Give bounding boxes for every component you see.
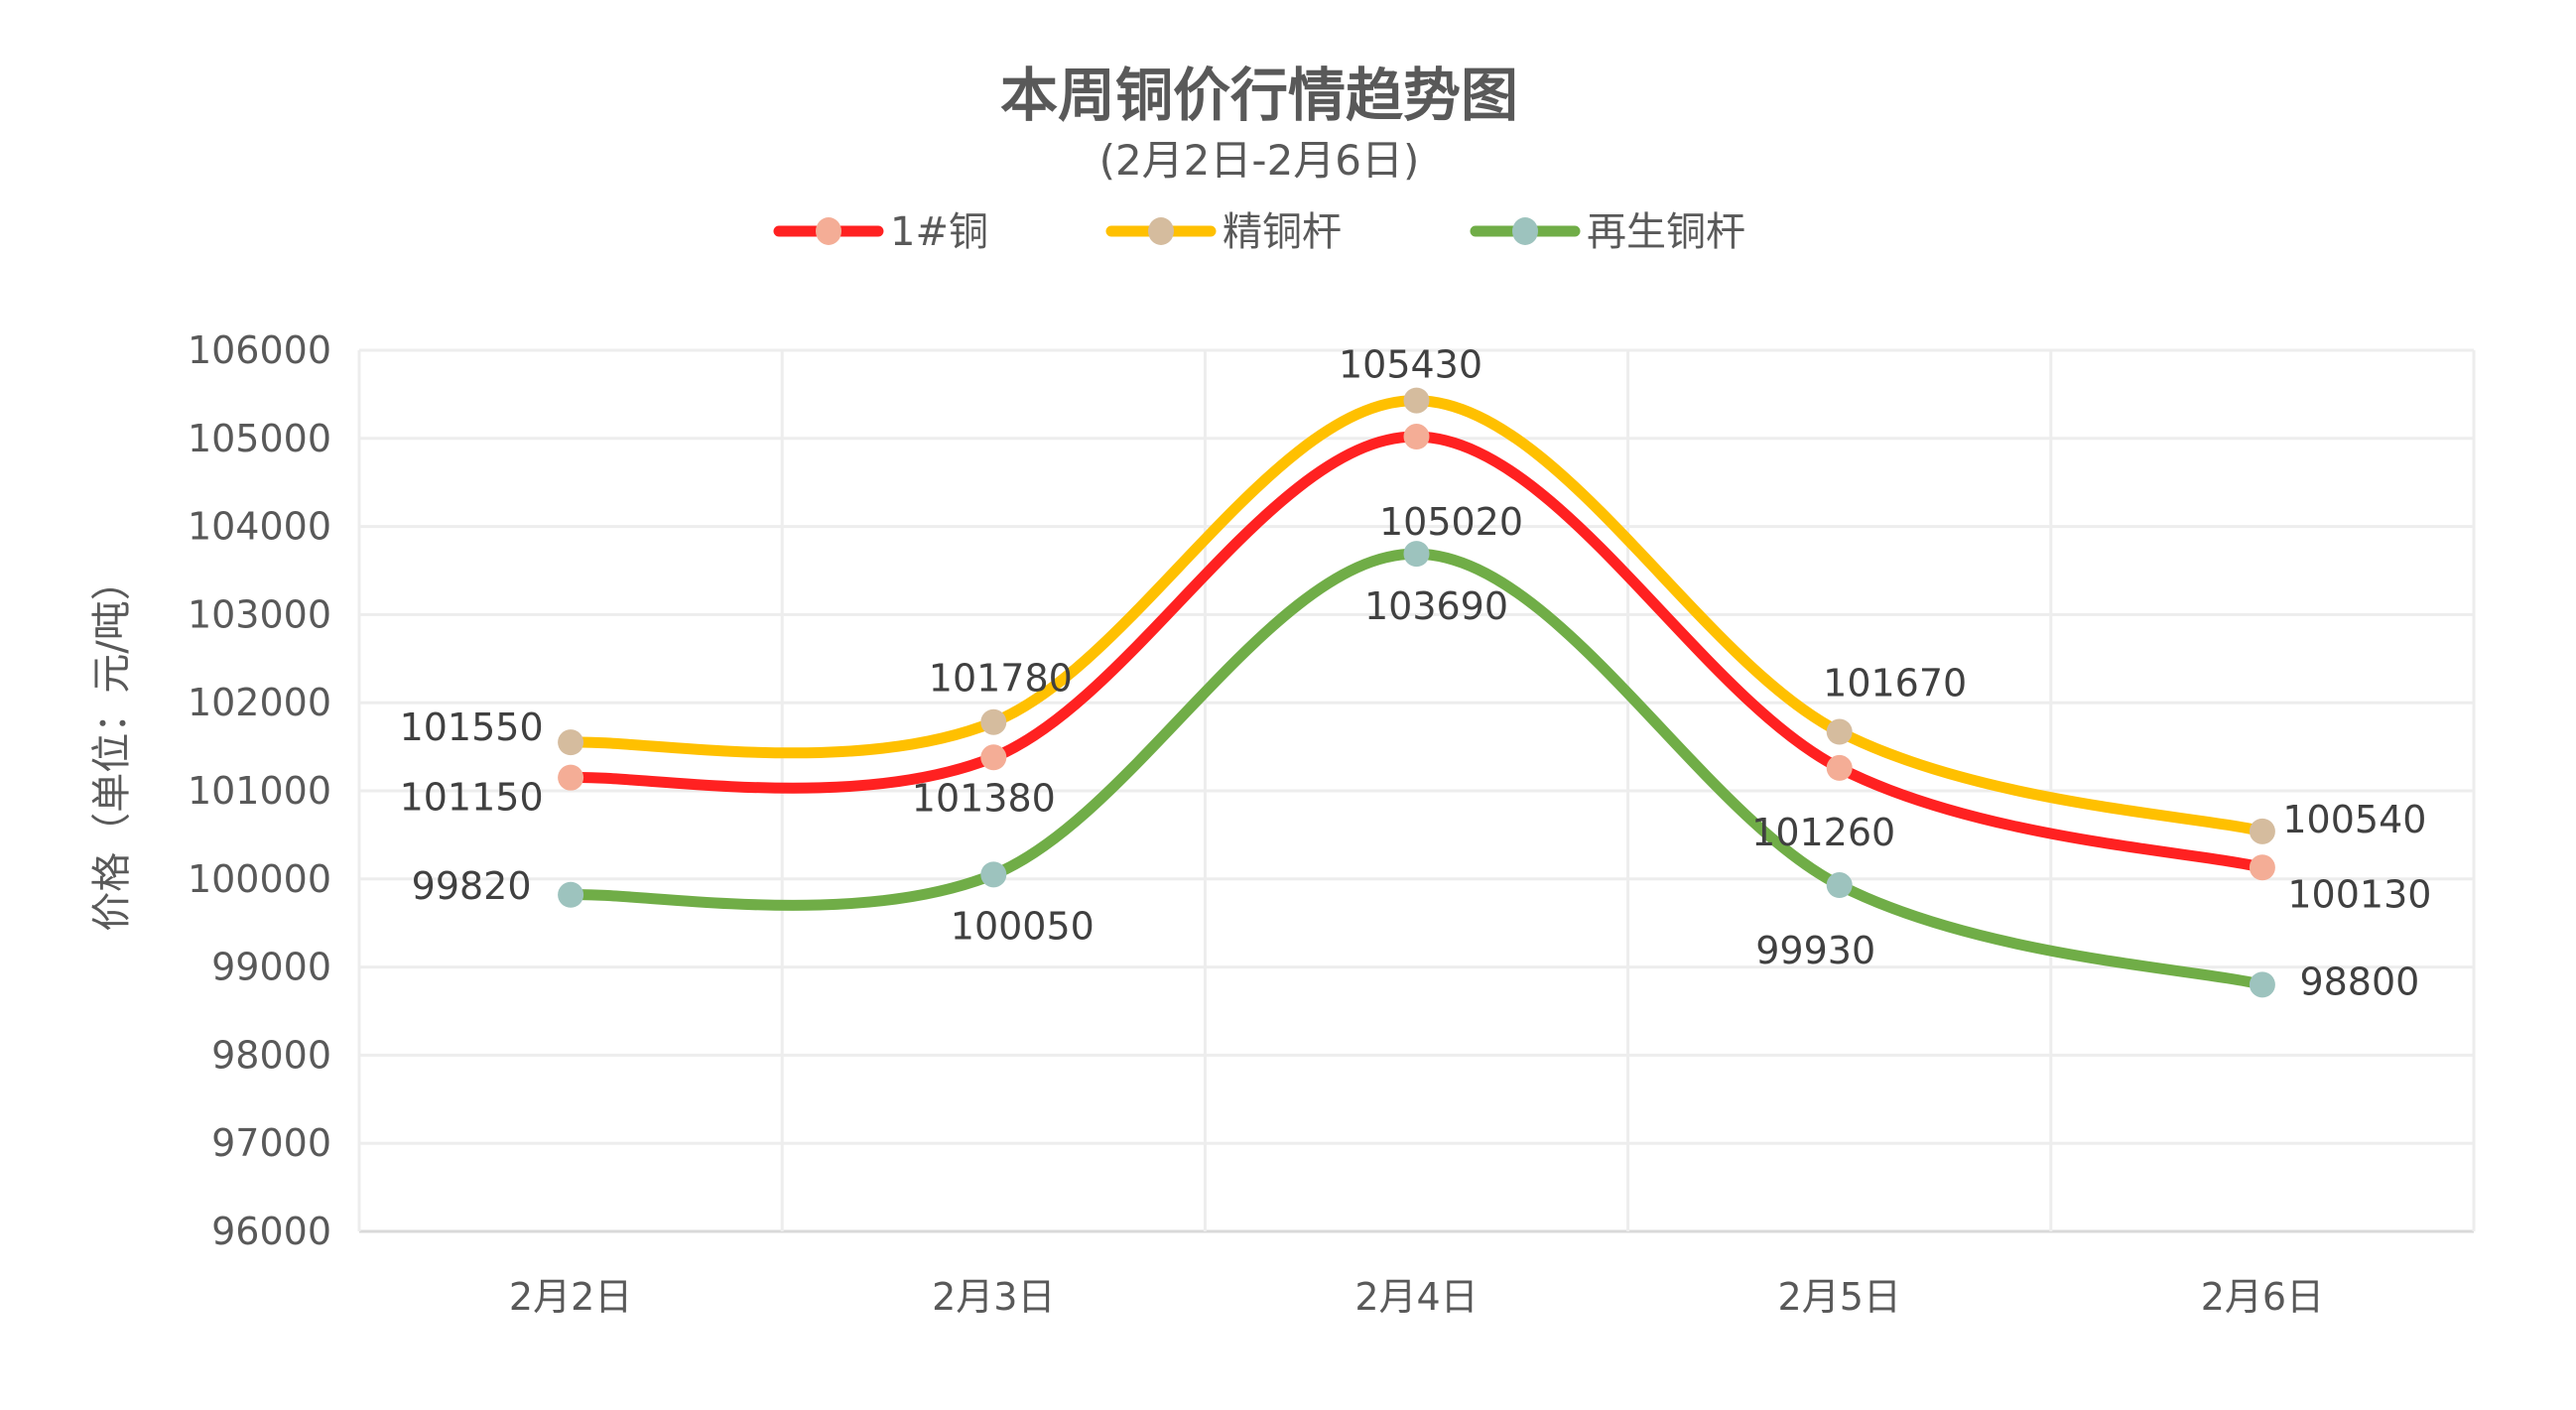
data-point-marker[interactable] xyxy=(1826,754,1853,781)
data-labels: 101150 101380 105020 101260 100130 101550 1017… xyxy=(400,343,2432,1004)
legend-item-3[interactable]: 再生铜杆 xyxy=(1470,209,1745,255)
y-tick-label: 97000 xyxy=(211,1121,331,1165)
series-2 xyxy=(558,387,2275,844)
data-point-marker[interactable] xyxy=(1403,424,1430,450)
y-tick-label: 98000 xyxy=(211,1033,331,1077)
data-point-marker[interactable] xyxy=(558,729,584,756)
data-point-marker[interactable] xyxy=(980,861,1007,888)
data-label: 101260 xyxy=(1751,811,1895,854)
data-label: 99820 xyxy=(412,864,532,908)
data-point-marker[interactable] xyxy=(2249,854,2275,881)
data-point-marker[interactable] xyxy=(1403,541,1430,568)
data-label: 103690 xyxy=(1364,584,1508,628)
data-label: 105430 xyxy=(1339,343,1482,387)
x-axis-ticks: 2月2日 2月3日 2月4日 2月5日 2月6日 xyxy=(509,1275,2324,1319)
chart-subtitle: (2月2日-2月6日) xyxy=(1099,136,1420,185)
data-point-marker[interactable] xyxy=(558,881,584,908)
y-tick-label: 101000 xyxy=(188,769,331,813)
chart-title-group: 本周铜价行情趋势图 (2月2日-2月6日) xyxy=(1000,62,1518,185)
y-tick-label: 103000 xyxy=(188,592,331,636)
legend-marker-swatch xyxy=(1148,217,1174,245)
legend-item-2[interactable]: 精铜杆 xyxy=(1105,209,1342,255)
legend-marker-swatch xyxy=(816,217,841,245)
data-point-marker[interactable] xyxy=(1826,872,1853,899)
y-tick-label: 102000 xyxy=(188,681,331,724)
legend-label: 再生铜杆 xyxy=(1587,209,1745,255)
x-tick-label: 2月3日 xyxy=(932,1275,1055,1319)
x-tick-label: 2月6日 xyxy=(2201,1275,2324,1319)
data-point-marker[interactable] xyxy=(1403,387,1430,414)
data-point-marker[interactable] xyxy=(2249,971,2275,998)
legend: 1#铜 精铜杆 再生铜杆 xyxy=(773,209,1745,255)
y-axis-ticks: 96000 97000 98000 99000 100000 101000 102000 10… xyxy=(188,328,331,1253)
data-point-marker[interactable] xyxy=(558,764,584,791)
data-label: 99930 xyxy=(1755,929,1875,972)
legend-marker-swatch xyxy=(1512,217,1538,245)
y-tick-label: 106000 xyxy=(188,328,331,372)
series-group xyxy=(558,387,2275,998)
x-tick-label: 2月4日 xyxy=(1354,1275,1478,1319)
chart-title: 本周铜价行情趋势图 xyxy=(1000,62,1518,129)
x-tick-label: 2月5日 xyxy=(1778,1275,1901,1319)
data-label: 100050 xyxy=(951,904,1095,948)
y-tick-label: 96000 xyxy=(211,1210,331,1253)
data-point-marker[interactable] xyxy=(2249,818,2275,844)
series-1 xyxy=(558,424,2275,881)
data-point-marker[interactable] xyxy=(1826,718,1853,745)
data-label: 98800 xyxy=(2299,960,2419,1003)
data-label: 101780 xyxy=(929,657,1073,701)
data-label: 101670 xyxy=(1823,662,1967,705)
legend-label: 精铜杆 xyxy=(1223,209,1342,255)
series-3 xyxy=(558,541,2275,998)
data-point-marker[interactable] xyxy=(980,708,1007,735)
data-label: 101550 xyxy=(400,705,544,749)
gridlines xyxy=(357,348,2476,1233)
y-axis-title: 价格（单位：元/吨） xyxy=(89,561,135,931)
y-tick-label: 100000 xyxy=(188,857,331,901)
data-label: 100540 xyxy=(2282,798,2426,841)
x-tick-label: 2月2日 xyxy=(509,1275,632,1319)
y-tick-label: 105000 xyxy=(188,417,331,460)
data-point-marker[interactable] xyxy=(980,744,1007,771)
legend-label: 1#铜 xyxy=(890,209,988,255)
data-label: 100130 xyxy=(2287,872,2431,916)
y-tick-label: 99000 xyxy=(211,946,331,989)
legend-item-1[interactable]: 1#铜 xyxy=(773,209,988,255)
data-label: 101150 xyxy=(400,776,544,820)
data-label: 101380 xyxy=(912,776,1056,820)
data-label: 105020 xyxy=(1379,500,1523,544)
y-tick-label: 104000 xyxy=(188,505,331,549)
